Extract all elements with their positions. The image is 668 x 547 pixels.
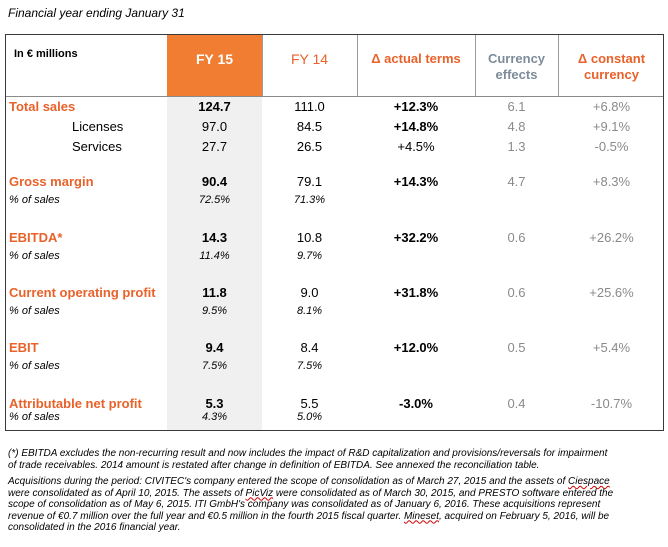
acq-text: were consolidated as of April 10, 2015. …	[8, 487, 246, 499]
cell-delta-constant: +26.2%	[589, 230, 634, 245]
cell-delta-constant: -10.7%	[590, 396, 633, 411]
acq-note-line5: consolidated in the 2016 financial year.	[8, 522, 181, 533]
fy15-column-shading	[167, 35, 262, 430]
cell-fy14-pct: 8.1%	[296, 305, 323, 317]
cell-fy14-pct: 71.3%	[293, 194, 326, 206]
header-divider	[558, 35, 559, 96]
row-label-pct-sales: % of sales	[9, 360, 60, 372]
cell-currency: 4.7	[507, 174, 526, 189]
cell-currency: 0.4	[507, 396, 526, 411]
cell-currency: 4.8	[507, 119, 526, 134]
financial-table: In € millions FY 15 FY 14 Δ actual terms…	[5, 34, 664, 431]
row-label-pct-sales: % of sales	[9, 194, 60, 206]
cell-delta-constant: +8.3%	[592, 174, 631, 189]
cell-delta-actual: +14.3%	[393, 174, 439, 189]
cell-fy15: 27.7	[201, 139, 228, 154]
cell-currency: 0.5	[507, 340, 526, 355]
cell-fy14: 8.4	[300, 340, 319, 355]
acq-company-mineset: Mineset	[403, 510, 439, 522]
acq-text: Acquisitions during the period: CIVITEC'…	[8, 476, 569, 487]
cell-currency: 6.1	[507, 99, 526, 114]
row-label-total-sales: Total sales	[9, 99, 76, 114]
cell-delta-actual: +12.0%	[393, 340, 439, 355]
acq-text: were consolidated as of March 30, 2015, …	[273, 487, 614, 499]
cell-fy14-pct: 7.5%	[296, 360, 323, 372]
cell-fy15-pct: 72.5%	[198, 194, 231, 206]
acq-note-line1: Acquisitions during the period: CIVITEC'…	[8, 476, 660, 488]
header-rule	[6, 96, 663, 97]
cell-fy14: 79.1	[296, 174, 323, 189]
cell-fy15: 11.8	[202, 285, 227, 300]
cell-fy15: 90.4	[201, 174, 228, 189]
cell-delta-actual: -3.0%	[399, 396, 433, 411]
acq-text: , acquired on February 5, 2016, will be	[438, 510, 610, 522]
cell-delta-constant: +25.6%	[589, 285, 634, 300]
cell-fy15-pct: 9.5%	[201, 305, 228, 317]
cell-fy15-pct: 7.5%	[201, 360, 228, 372]
header-divider	[475, 35, 476, 96]
acq-note-line4: revenue of €0.7 million over the full ye…	[8, 511, 660, 523]
cell-fy14: 111.0	[294, 99, 325, 114]
acquisitions-note: Acquisitions during the period: CIVITEC'…	[8, 476, 660, 534]
cell-fy15: 5.3	[205, 396, 224, 411]
cell-fy14: 5.5	[300, 396, 319, 411]
row-label-ebitda: EBITDA*	[9, 230, 63, 245]
ebitda-note-line1: (*) EBITDA excludes the non-recurring re…	[8, 448, 608, 459]
constant-header-line1: Δ constant	[577, 51, 646, 66]
cell-delta-actual: +4.5%	[397, 139, 435, 154]
cell-fy14: 84.5	[296, 119, 323, 134]
cell-delta-constant: -0.5%	[594, 139, 629, 154]
delta-constant-header: Δ constant currency	[558, 51, 665, 83]
acq-text: revenue of €0.7 million over the full ye…	[8, 510, 404, 522]
row-label-ebit: EBIT	[9, 340, 39, 355]
row-label-current-operating-profit: Current operating profit	[9, 285, 156, 300]
cell-delta-constant: +5.4%	[592, 340, 631, 355]
cell-currency: 0.6	[507, 230, 526, 245]
cell-fy14-pct: 5.0%	[296, 411, 323, 423]
row-label-pct-sales: % of sales	[9, 250, 60, 262]
cell-fy15: 97.0	[201, 119, 228, 134]
row-label-attributable-net-profit: Attributable net profit	[9, 396, 142, 411]
table-caption: Financial year ending January 31	[8, 6, 185, 20]
cell-fy14-pct: 9.7%	[296, 250, 323, 262]
fy15-header-cell	[167, 35, 262, 96]
cell-fy15: 9.4	[205, 340, 224, 355]
acq-company-picviz: PicViz	[245, 487, 274, 499]
ebitda-note-line2: of trade receivables. 2014 amount is res…	[8, 459, 540, 471]
currency-header-line1: Currency	[487, 51, 546, 66]
constant-header-line2: currency	[584, 67, 639, 82]
ebitda-footnote: (*) EBITDA excludes the non-recurring re…	[8, 448, 660, 471]
cell-fy14: 10.8	[296, 230, 323, 245]
currency-effects-header: Currency effects	[475, 51, 558, 83]
cell-fy15: 14.3	[201, 230, 228, 245]
row-label-services: Services	[72, 139, 122, 154]
cell-delta-constant: +6.8%	[592, 99, 631, 114]
cell-delta-actual: +12.3%	[393, 99, 439, 114]
cell-fy14: 9.0	[300, 285, 319, 300]
row-label-pct-sales: % of sales	[9, 411, 60, 423]
header-divider	[357, 35, 358, 96]
row-label-pct-sales: % of sales	[9, 305, 60, 317]
cell-delta-actual: +32.2%	[393, 230, 439, 245]
acq-company-ciespace: Ciespace	[568, 476, 610, 487]
cell-fy15-pct: 11.4%	[199, 250, 230, 262]
row-label-licenses: Licenses	[72, 119, 124, 134]
cell-delta-actual: +14.8%	[393, 119, 439, 134]
row-label-gross-margin: Gross margin	[9, 174, 94, 189]
header-divider	[262, 35, 263, 96]
cell-fy15-pct: 4.3%	[201, 411, 228, 423]
fy15-header: FY 15	[195, 51, 234, 67]
cell-currency: 0.6	[507, 285, 526, 300]
currency-header-line2: effects	[495, 67, 538, 82]
cell-delta-actual: +31.8%	[393, 285, 439, 300]
cell-currency: 1.3	[507, 139, 526, 154]
units-header: In € millions	[14, 48, 78, 60]
acq-note-line3: scope of consolidation as of May 6, 2015…	[8, 499, 601, 510]
acq-note-line2: were consolidated as of April 10, 2015. …	[8, 488, 660, 500]
fy14-header: FY 14	[290, 51, 329, 67]
cell-fy14: 26.5	[296, 139, 323, 154]
cell-fy15: 124.7	[198, 99, 231, 114]
cell-delta-constant: +9.1%	[592, 119, 631, 134]
delta-actual-header: Δ actual terms	[371, 51, 461, 66]
